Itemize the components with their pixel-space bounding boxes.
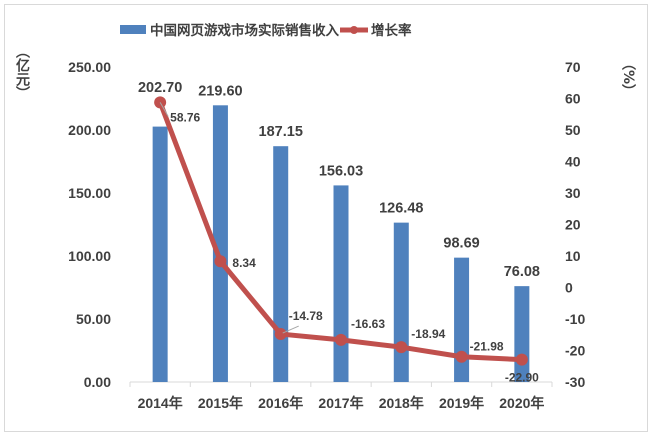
- right-y-tick-label: 60: [565, 91, 581, 107]
- growth-rate-label: 8.34: [232, 256, 256, 270]
- growth-rate-point: [395, 341, 408, 354]
- x-tick-label: 2020年: [499, 395, 544, 411]
- legend-bar-swatch: [120, 25, 146, 34]
- bar-value-label: 126.48: [379, 201, 423, 217]
- bar-value-label: 76.08: [504, 264, 540, 280]
- x-tick-label: 2019年: [439, 395, 484, 411]
- left-y-tick-label: 200.00: [68, 122, 111, 138]
- right-y-tick-label: -10: [565, 311, 585, 327]
- right-y-tick-label: 0: [565, 280, 573, 296]
- bar: [514, 286, 530, 382]
- right-y-tick-label: -30: [565, 374, 585, 390]
- bar: [212, 105, 228, 382]
- bar-value-label: 187.15: [259, 124, 303, 140]
- legend-line-label: 增长率: [371, 22, 412, 38]
- left-y-tick-label: 150.00: [68, 185, 111, 201]
- growth-rate-point: [214, 255, 227, 268]
- bar: [273, 146, 289, 382]
- right-y-tick-label: 40: [565, 154, 581, 170]
- legend-bar-label: 中国网页游戏市场实际销售收入: [150, 22, 339, 38]
- left-y-tick-label: 250.00: [68, 59, 111, 75]
- bar-value-label: 98.69: [443, 236, 479, 252]
- bar-value-label: 156.03: [319, 163, 363, 179]
- right-axis-unit: （%）: [620, 56, 636, 99]
- right-y-tick-label: 20: [565, 217, 581, 233]
- bar: [333, 185, 349, 382]
- x-tick-label: 2018年: [379, 395, 424, 411]
- growth-rate-label: -22.90: [505, 371, 539, 385]
- left-y-tick-label: 50.00: [76, 311, 111, 327]
- x-tick-label: 2014年: [138, 395, 183, 411]
- right-y-tick-label: 70: [565, 59, 581, 75]
- bar: [393, 222, 409, 382]
- bar-value-label: 219.60: [198, 83, 242, 99]
- leader-line: [159, 102, 169, 117]
- growth-rate-label: -18.94: [411, 327, 445, 341]
- left-axis-unit: （亿元）: [14, 44, 30, 100]
- bar: [152, 126, 168, 383]
- bar: [454, 257, 470, 382]
- growth-rate-label: 58.76: [170, 110, 200, 124]
- growth-rate-point: [335, 333, 347, 346]
- legend: 中国网页游戏市场实际销售收入 增长率: [120, 22, 412, 38]
- growth-rate-point: [515, 353, 528, 366]
- left-y-tick-label: 100.00: [68, 248, 111, 264]
- left-y-tick-label: 0.00: [84, 374, 111, 390]
- bar-value-label: 202.70: [138, 80, 182, 96]
- growth-rate-label: -21.98: [470, 340, 504, 354]
- right-y-tick-label: 50: [565, 122, 581, 138]
- leader-line: [282, 325, 299, 334]
- legend-line-marker: [350, 26, 358, 34]
- growth-rate-label: -16.63: [351, 317, 385, 331]
- growth-rate-point: [455, 350, 468, 363]
- right-y-tick-label: -20: [565, 343, 585, 359]
- x-tick-label: 2017年: [318, 395, 363, 411]
- chart-frame: [4, 4, 648, 432]
- right-y-tick-label: 30: [565, 185, 581, 201]
- x-tick-label: 2015年: [198, 395, 243, 411]
- growth-rate-point: [274, 328, 287, 341]
- right-y-tick-label: 10: [565, 248, 581, 264]
- growth-rate-label: -14.78: [289, 309, 323, 323]
- x-tick-label: 2016年: [258, 395, 303, 411]
